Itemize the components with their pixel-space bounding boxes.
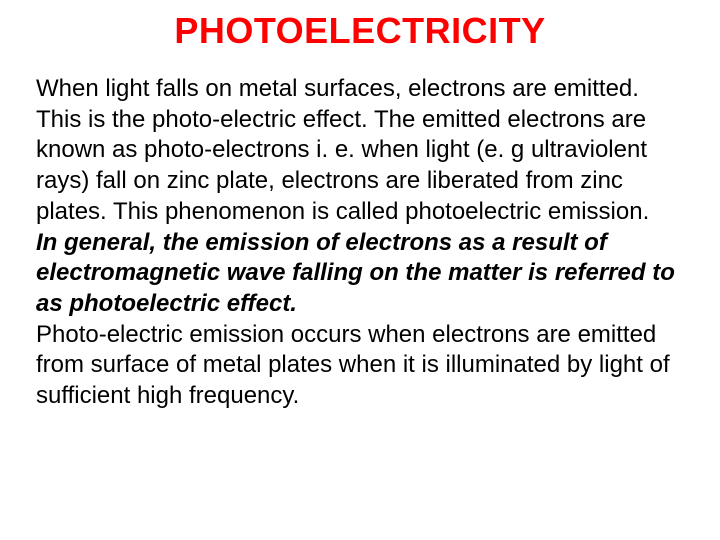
paragraph-definition: In general, the emission of electrons as… [36, 229, 675, 317]
paragraph-emission: Photo-electric emission occurs when elec… [36, 321, 670, 409]
paragraph-intro: When light falls on metal surfaces, elec… [36, 75, 649, 225]
slide-container: PHOTOELECTRICITY When light falls on met… [0, 0, 720, 540]
body-text: When light falls on metal surfaces, elec… [36, 74, 684, 412]
slide-title: PHOTOELECTRICITY [36, 10, 684, 52]
